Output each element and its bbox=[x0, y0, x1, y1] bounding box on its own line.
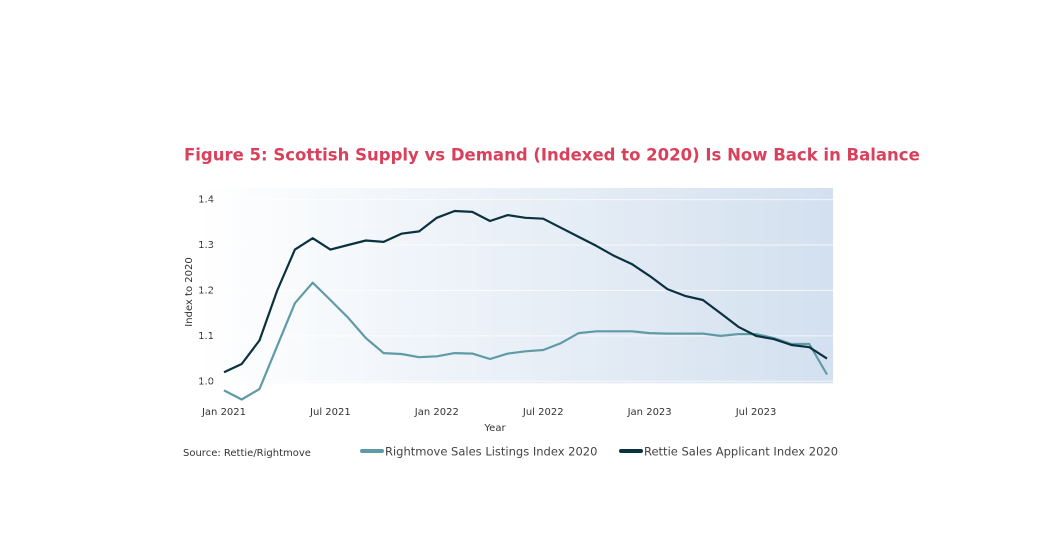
series-line bbox=[223, 209, 828, 374]
plot-background bbox=[197, 188, 833, 384]
x-tick-label: Jul 2021 bbox=[309, 407, 351, 418]
y-axis-label: Index to 2020 bbox=[184, 257, 195, 326]
chart-title: Figure 5: Scottish Supply vs Demand (Ind… bbox=[184, 146, 920, 165]
source-note: Source: Rettie/Rightmove bbox=[183, 448, 311, 459]
x-tick-label: Jan 2021 bbox=[201, 407, 246, 418]
series-line bbox=[223, 281, 828, 401]
x-tick-label: Jul 2022 bbox=[522, 407, 564, 418]
x-tick-label: Jul 2023 bbox=[735, 407, 777, 418]
legend-label: Rettie Sales Applicant Index 2020 bbox=[644, 445, 838, 459]
x-tick-label: Jan 2022 bbox=[414, 407, 459, 418]
x-axis-label: Year bbox=[483, 423, 506, 434]
legend-label: Rightmove Sales Listings Index 2020 bbox=[385, 445, 597, 459]
x-tick-label: Jan 2023 bbox=[627, 407, 672, 418]
